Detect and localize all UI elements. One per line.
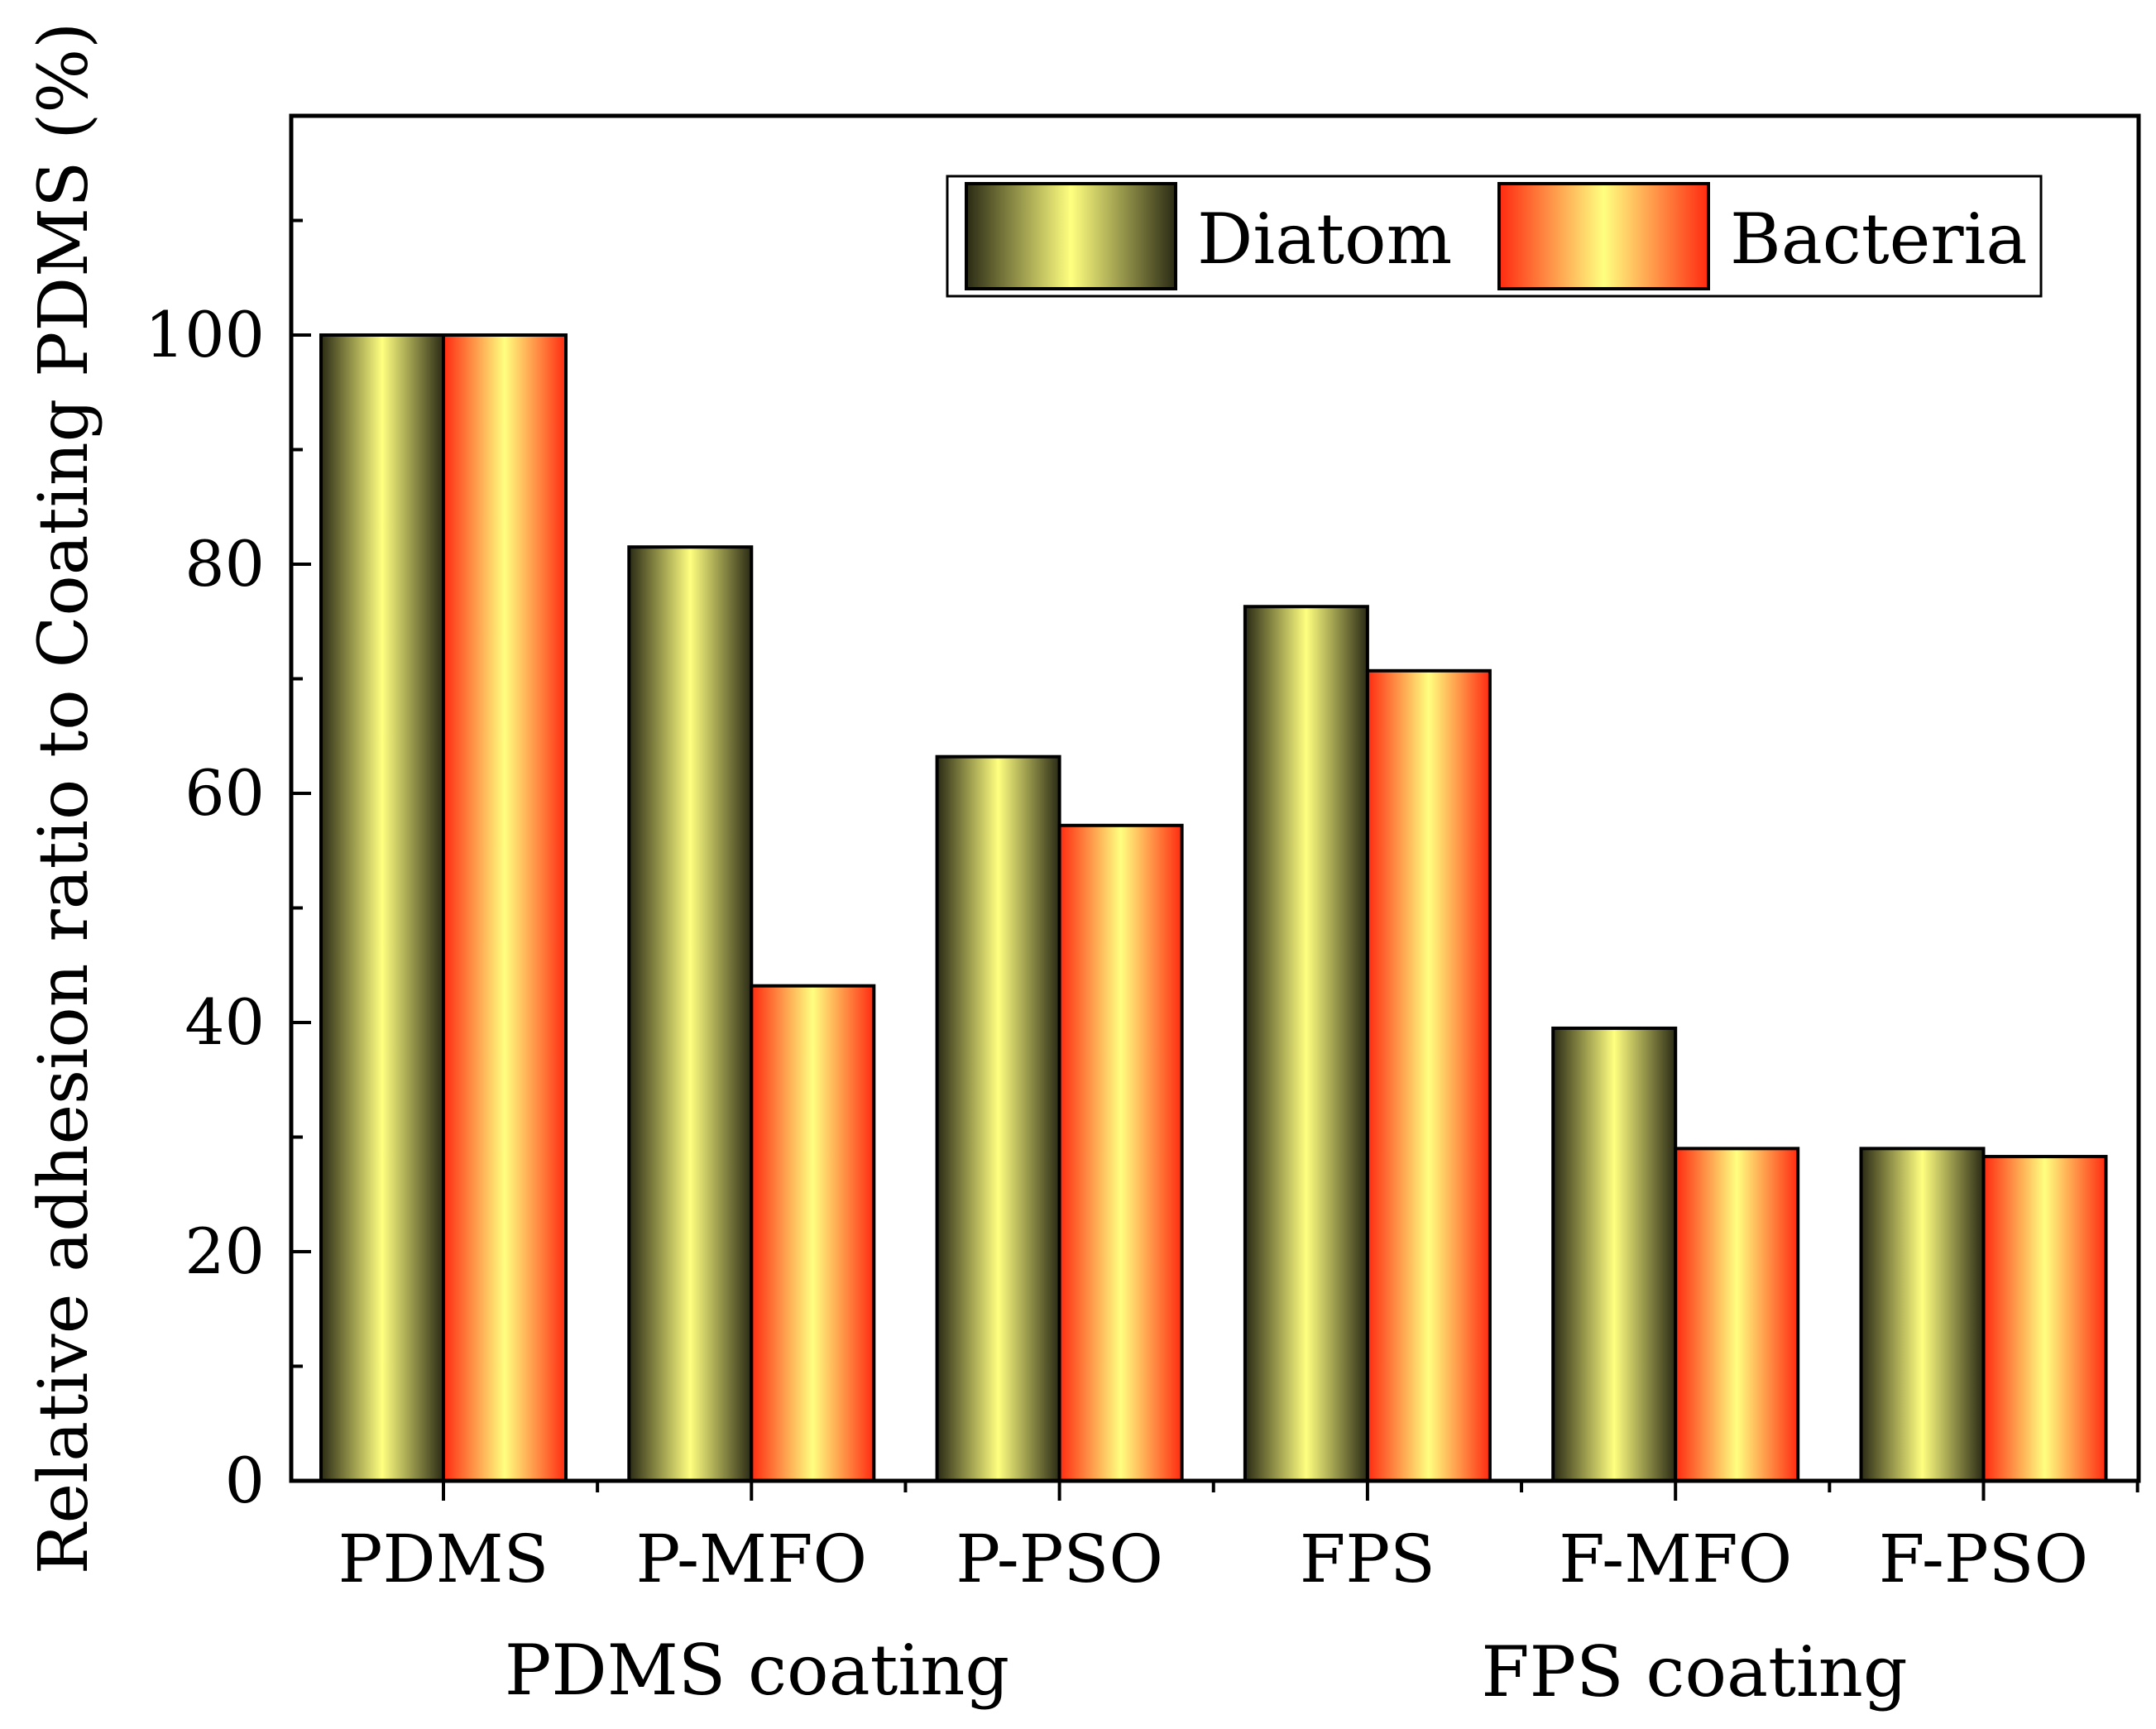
- y-axis: 0 20 40 60 80 100: [145, 218, 311, 1517]
- legend-swatch-diatom: [965, 182, 1177, 290]
- bar-bacteria-fps: [1365, 668, 1492, 1482]
- x-tick-label-fps: FPS: [1300, 1521, 1435, 1597]
- bar-bacteria-pdms: [442, 333, 568, 1482]
- bar-bacteria-p-mfo: [750, 984, 876, 1483]
- x-axis: PDMS P-MFO P-PSO FPS F-MFO F-PSO: [338, 1481, 2139, 1597]
- group-label-pdms-coating: PDMS coating: [505, 1630, 1009, 1711]
- bar-diatom-pdms: [319, 333, 445, 1482]
- bars-layer: [319, 333, 2108, 1483]
- y-tick-label: 100: [145, 298, 265, 371]
- x-tick-label-p-mfo: P-MFO: [636, 1521, 868, 1597]
- y-axis-title: Relative adhesion ratio to Coating PDMS …: [25, 22, 103, 1574]
- bar-diatom-f-pso: [1859, 1147, 1986, 1482]
- x-tick-label-f-pso: F-PSO: [1879, 1521, 2088, 1597]
- bar-diatom-fps: [1243, 605, 1369, 1482]
- bar-bacteria-f-mfo: [1674, 1147, 1800, 1482]
- x-tick-label-pdms: PDMS: [338, 1521, 549, 1597]
- legend-label-bacteria: Bacteria: [1730, 199, 2027, 280]
- group-label-fps-coating: FPS coating: [1481, 1631, 1907, 1712]
- bar-diatom-p-pso: [935, 754, 1061, 1482]
- bar-diatom-f-mfo: [1551, 1026, 1678, 1483]
- y-tick-label: 80: [184, 527, 265, 601]
- y-tick-label: 60: [184, 756, 265, 830]
- bar-bacteria-f-pso: [1981, 1155, 2108, 1483]
- x-tick-label-f-mfo: F-MFO: [1559, 1521, 1792, 1597]
- y-tick-label: 40: [184, 985, 265, 1059]
- y-tick-label: 0: [225, 1444, 265, 1517]
- bar-diatom-p-mfo: [627, 545, 754, 1482]
- x-tick-label-p-pso: P-PSO: [956, 1521, 1163, 1597]
- bar-bacteria-p-pso: [1057, 823, 1184, 1482]
- legend-label-diatom: Diatom: [1197, 199, 1452, 280]
- legend-swatch-bacteria: [1497, 182, 1710, 290]
- y-tick-label: 20: [184, 1214, 265, 1288]
- legend: Diatom Bacteria: [946, 175, 2043, 298]
